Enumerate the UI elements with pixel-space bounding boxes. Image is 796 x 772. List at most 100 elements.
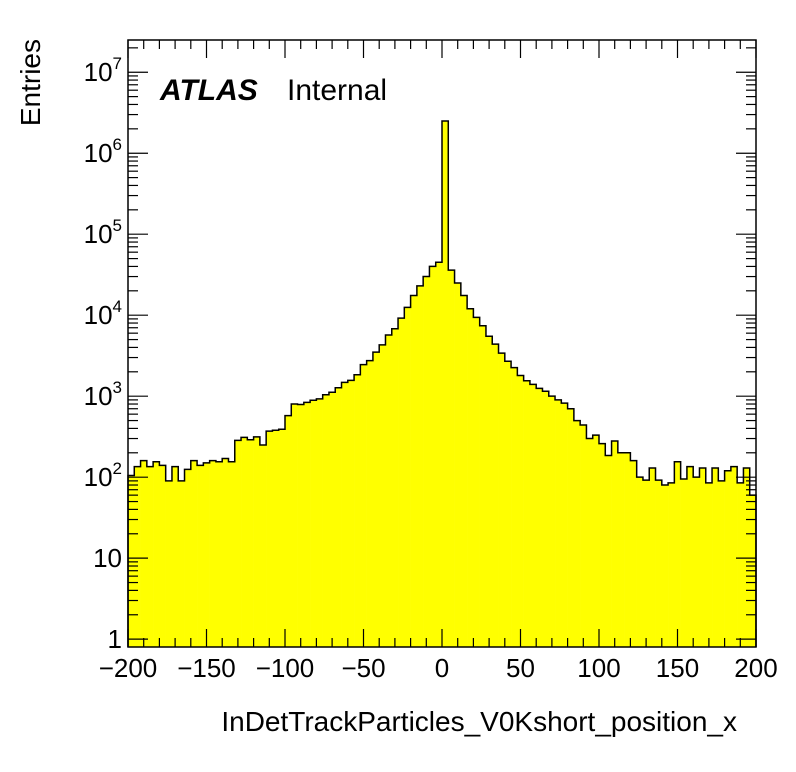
histogram-bar bbox=[485, 336, 493, 647]
histogram-bar bbox=[529, 384, 537, 647]
histogram-bar bbox=[649, 467, 656, 647]
histogram-bar bbox=[354, 374, 361, 647]
x-tick-label: 100 bbox=[577, 653, 620, 683]
y-tick-label: 102 bbox=[84, 459, 122, 492]
histogram-bar bbox=[454, 282, 462, 647]
histogram-bar bbox=[504, 361, 512, 647]
histogram-bar bbox=[548, 396, 556, 647]
histogram-bar bbox=[360, 364, 367, 647]
histogram-bar bbox=[442, 120, 449, 647]
x-tick-label: 50 bbox=[506, 653, 535, 683]
histogram-bar bbox=[197, 465, 204, 647]
histogram-bar bbox=[460, 295, 468, 647]
plot-frame bbox=[127, 39, 757, 648]
histogram-bar bbox=[171, 466, 179, 647]
histogram-bar bbox=[511, 367, 518, 647]
histogram-bar bbox=[416, 285, 424, 647]
histogram-bar bbox=[642, 480, 650, 647]
histogram-bar bbox=[686, 466, 694, 647]
histogram-bar bbox=[674, 461, 681, 647]
histogram-bar bbox=[699, 467, 707, 647]
atlas-label: ATLAS bbox=[159, 74, 258, 107]
histogram-bar bbox=[253, 436, 261, 647]
histogram-bar bbox=[668, 482, 675, 647]
histogram-bar bbox=[222, 458, 229, 647]
y-tick-label: 1 bbox=[108, 624, 122, 654]
histogram-bar bbox=[423, 276, 430, 647]
histogram-bar bbox=[410, 295, 418, 647]
histogram-bar bbox=[611, 440, 619, 647]
histogram-bar bbox=[316, 398, 323, 647]
histogram-bar bbox=[272, 430, 280, 647]
histogram-bar bbox=[391, 328, 399, 647]
x-tick-labels: −200 −150 −100 −50 0 50 100 150 200 bbox=[99, 653, 778, 683]
histogram-bar bbox=[335, 387, 342, 647]
histogram-bar bbox=[228, 461, 236, 647]
histogram-bar bbox=[379, 344, 386, 647]
histogram-bar bbox=[737, 482, 744, 647]
atlas-status-label: Internal bbox=[287, 74, 387, 107]
x-axis-title: InDetTrackParticles_V0Kshort_position_x bbox=[221, 706, 737, 737]
histogram-bar bbox=[291, 404, 298, 647]
y-tick-label: 10 bbox=[93, 543, 122, 573]
histogram-bar bbox=[209, 460, 217, 647]
histogram-bar bbox=[592, 435, 600, 647]
histogram-bar bbox=[328, 392, 336, 647]
histogram-bar bbox=[241, 437, 248, 647]
histogram-bar bbox=[567, 408, 575, 647]
x-tick-label: 0 bbox=[435, 653, 449, 683]
histogram-bar bbox=[178, 480, 185, 647]
y-axis-title: Entries bbox=[15, 39, 46, 126]
histogram-bar bbox=[429, 266, 437, 647]
y-tick-label: 106 bbox=[84, 135, 122, 168]
histogram-bar bbox=[398, 318, 405, 647]
histogram-bar bbox=[542, 391, 550, 647]
histogram-bar bbox=[184, 469, 192, 647]
histogram-bar bbox=[266, 431, 273, 647]
histogram-bar bbox=[448, 270, 455, 647]
histogram-bar bbox=[743, 467, 751, 647]
y-tick-label: 103 bbox=[84, 378, 122, 411]
histogram-bar bbox=[322, 394, 330, 647]
x-tick-label: −150 bbox=[177, 653, 236, 683]
histogram-bar bbox=[536, 388, 543, 647]
histogram-bar bbox=[705, 482, 713, 647]
histogram-outline bbox=[127, 120, 757, 647]
y-tick-labels: 1 10 102 103 104 105 106 107 bbox=[84, 54, 122, 654]
histogram-bar bbox=[404, 307, 411, 647]
histogram-bar bbox=[586, 438, 594, 647]
histogram-bar bbox=[372, 352, 380, 647]
histogram-bar bbox=[561, 403, 568, 647]
histogram-bar bbox=[523, 380, 531, 647]
histogram-bar bbox=[479, 325, 487, 647]
histogram-bar bbox=[134, 466, 141, 647]
histogram-bar bbox=[712, 467, 719, 647]
histogram-bar bbox=[492, 344, 499, 647]
y-tick-label: 105 bbox=[84, 216, 122, 249]
histogram-bar bbox=[128, 475, 135, 647]
histogram-bar bbox=[498, 353, 506, 647]
y-tick-label: 104 bbox=[84, 297, 122, 330]
histogram-bar bbox=[190, 460, 198, 647]
histogram-bar bbox=[730, 466, 738, 647]
histogram-bar bbox=[680, 478, 688, 647]
histogram-bar bbox=[153, 461, 160, 647]
histogram-bar bbox=[341, 382, 349, 647]
histogram-bars bbox=[128, 120, 757, 647]
histogram-bar bbox=[467, 308, 474, 647]
histogram-bar bbox=[599, 443, 606, 647]
x-tick-label: −50 bbox=[341, 653, 385, 683]
histogram-bar bbox=[435, 262, 443, 647]
histogram-bar bbox=[718, 480, 725, 647]
histogram-bar bbox=[655, 480, 663, 647]
histogram-bar bbox=[630, 460, 637, 647]
histogram-bar bbox=[605, 455, 612, 647]
histogram-bar bbox=[247, 439, 254, 647]
histogram-bar bbox=[203, 462, 210, 647]
histogram-bar bbox=[724, 470, 732, 647]
x-tick-label: −100 bbox=[256, 653, 315, 683]
histogram-bar bbox=[215, 461, 223, 647]
histogram-bar bbox=[555, 399, 562, 647]
x-tick-label: 150 bbox=[656, 653, 699, 683]
